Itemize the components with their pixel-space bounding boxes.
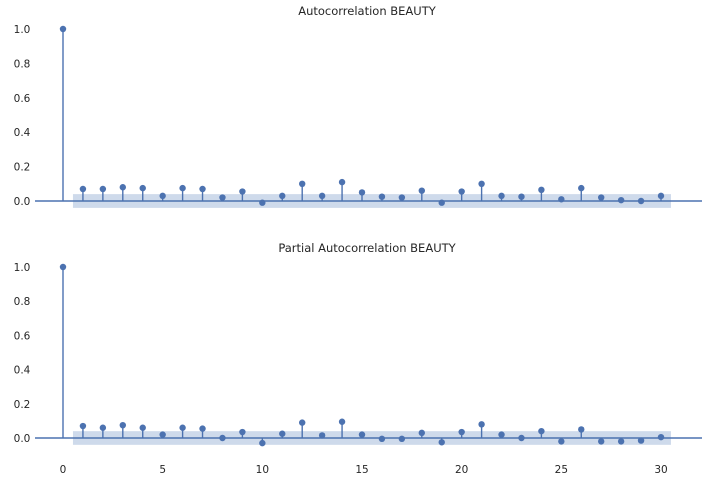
- pacf-marker: [259, 439, 266, 447]
- pacf-ytick-label: 0.2: [14, 399, 31, 411]
- acf-ytick-label: 0.6: [14, 93, 31, 105]
- acf-ytick-label: 0.8: [14, 58, 31, 70]
- pacf-xtick-label: 5: [159, 464, 166, 476]
- pacf-ytick-label: 1.0: [14, 262, 31, 274]
- acf-marker: [279, 192, 286, 200]
- pacf-marker: [478, 421, 485, 428]
- pacf-xtick-label: 25: [555, 464, 568, 476]
- acf-ytick-label: 0.4: [14, 127, 31, 139]
- acf-marker: [59, 25, 67, 33]
- pacf-marker: [139, 424, 146, 431]
- acf-marker: [99, 185, 107, 193]
- acf-marker: [259, 199, 266, 206]
- pacf-xtick-label: 0: [60, 464, 67, 476]
- acf-marker: [398, 194, 406, 201]
- acf-marker: [637, 197, 645, 205]
- acf-ytick-label: 0.0: [14, 196, 31, 208]
- acf-marker: [199, 185, 206, 193]
- acf-marker: [119, 184, 127, 191]
- acf-ytick-label: 1.0: [14, 24, 31, 36]
- pacf-marker: [598, 438, 605, 445]
- pacf-marker: [239, 428, 246, 436]
- pacf-marker: [299, 419, 306, 426]
- acf-marker: [657, 192, 665, 200]
- acf-marker: [358, 189, 366, 196]
- pacf-marker: [617, 438, 625, 445]
- acf-marker: [159, 192, 166, 200]
- pacf-marker: [119, 421, 127, 429]
- pacf-marker: [458, 428, 465, 436]
- acf-marker: [538, 186, 545, 194]
- acf-marker: [418, 187, 425, 194]
- acf-marker: [378, 193, 386, 200]
- pacf-marker: [199, 425, 206, 432]
- pacf-marker: [637, 437, 645, 444]
- pacf-marker: [59, 263, 67, 271]
- pacf-marker: [438, 439, 445, 446]
- pacf-ytick-label: 0.6: [14, 330, 31, 342]
- pacf-ytick-label: 0.0: [14, 433, 31, 445]
- acf-marker: [239, 188, 246, 195]
- acf-marker: [518, 193, 525, 200]
- acf-marker: [139, 184, 146, 192]
- acf-panel: Autocorrelation BEAUTY 0.0 0.2 0.4 0.6 0.8 1.…: [14, 4, 702, 208]
- pacf-ytick-label: 0.4: [14, 365, 31, 377]
- pacf-marker: [159, 431, 166, 438]
- acf-marker: [598, 194, 605, 201]
- pacf-marker: [538, 427, 545, 435]
- pacf-marker: [418, 429, 425, 437]
- acf-marker: [478, 180, 485, 187]
- pacf-marker: [498, 431, 505, 438]
- pacf-xtick-label: 10: [256, 464, 269, 476]
- pacf-panel: Partial Autocorrelation BEAUTY 0.0 0.2 0.4…: [14, 241, 702, 476]
- acf-marker: [558, 196, 565, 203]
- pacf-marker: [179, 424, 186, 431]
- acf-marker: [299, 180, 306, 187]
- pacf-marker: [99, 424, 107, 431]
- pacf-marker: [358, 431, 366, 438]
- acf-marker: [458, 188, 465, 195]
- pacf-title: Partial Autocorrelation BEAUTY: [278, 241, 456, 255]
- acf-marker: [179, 184, 186, 192]
- pacf-xtick-label: 20: [455, 464, 468, 476]
- acf-ytick-label: 0.2: [14, 162, 31, 174]
- pacf-marker: [219, 434, 226, 442]
- acf-title: Autocorrelation BEAUTY: [298, 4, 437, 18]
- acf-marker: [219, 194, 226, 201]
- pacf-marker: [318, 432, 326, 439]
- pacf-marker: [378, 435, 386, 443]
- acf-marker: [318, 192, 326, 200]
- acf-marker: [498, 192, 505, 200]
- acf-marker: [438, 199, 445, 206]
- pacf-marker: [398, 435, 406, 443]
- pacf-marker: [338, 418, 346, 425]
- pacf-marker: [279, 430, 286, 437]
- pacf-marker: [79, 422, 87, 430]
- pacf-marker: [657, 433, 665, 441]
- acf-marker: [578, 184, 585, 192]
- pacf-marker: [518, 434, 525, 442]
- acf-marker: [338, 178, 346, 186]
- pacf-marker: [578, 426, 585, 433]
- pacf-ytick-label: 0.8: [14, 296, 31, 308]
- pacf-xtick-label: 15: [355, 464, 368, 476]
- acf-marker: [617, 196, 625, 204]
- pacf-marker: [558, 438, 565, 445]
- acf-marker: [79, 185, 87, 193]
- pacf-xtick-label: 30: [654, 464, 667, 476]
